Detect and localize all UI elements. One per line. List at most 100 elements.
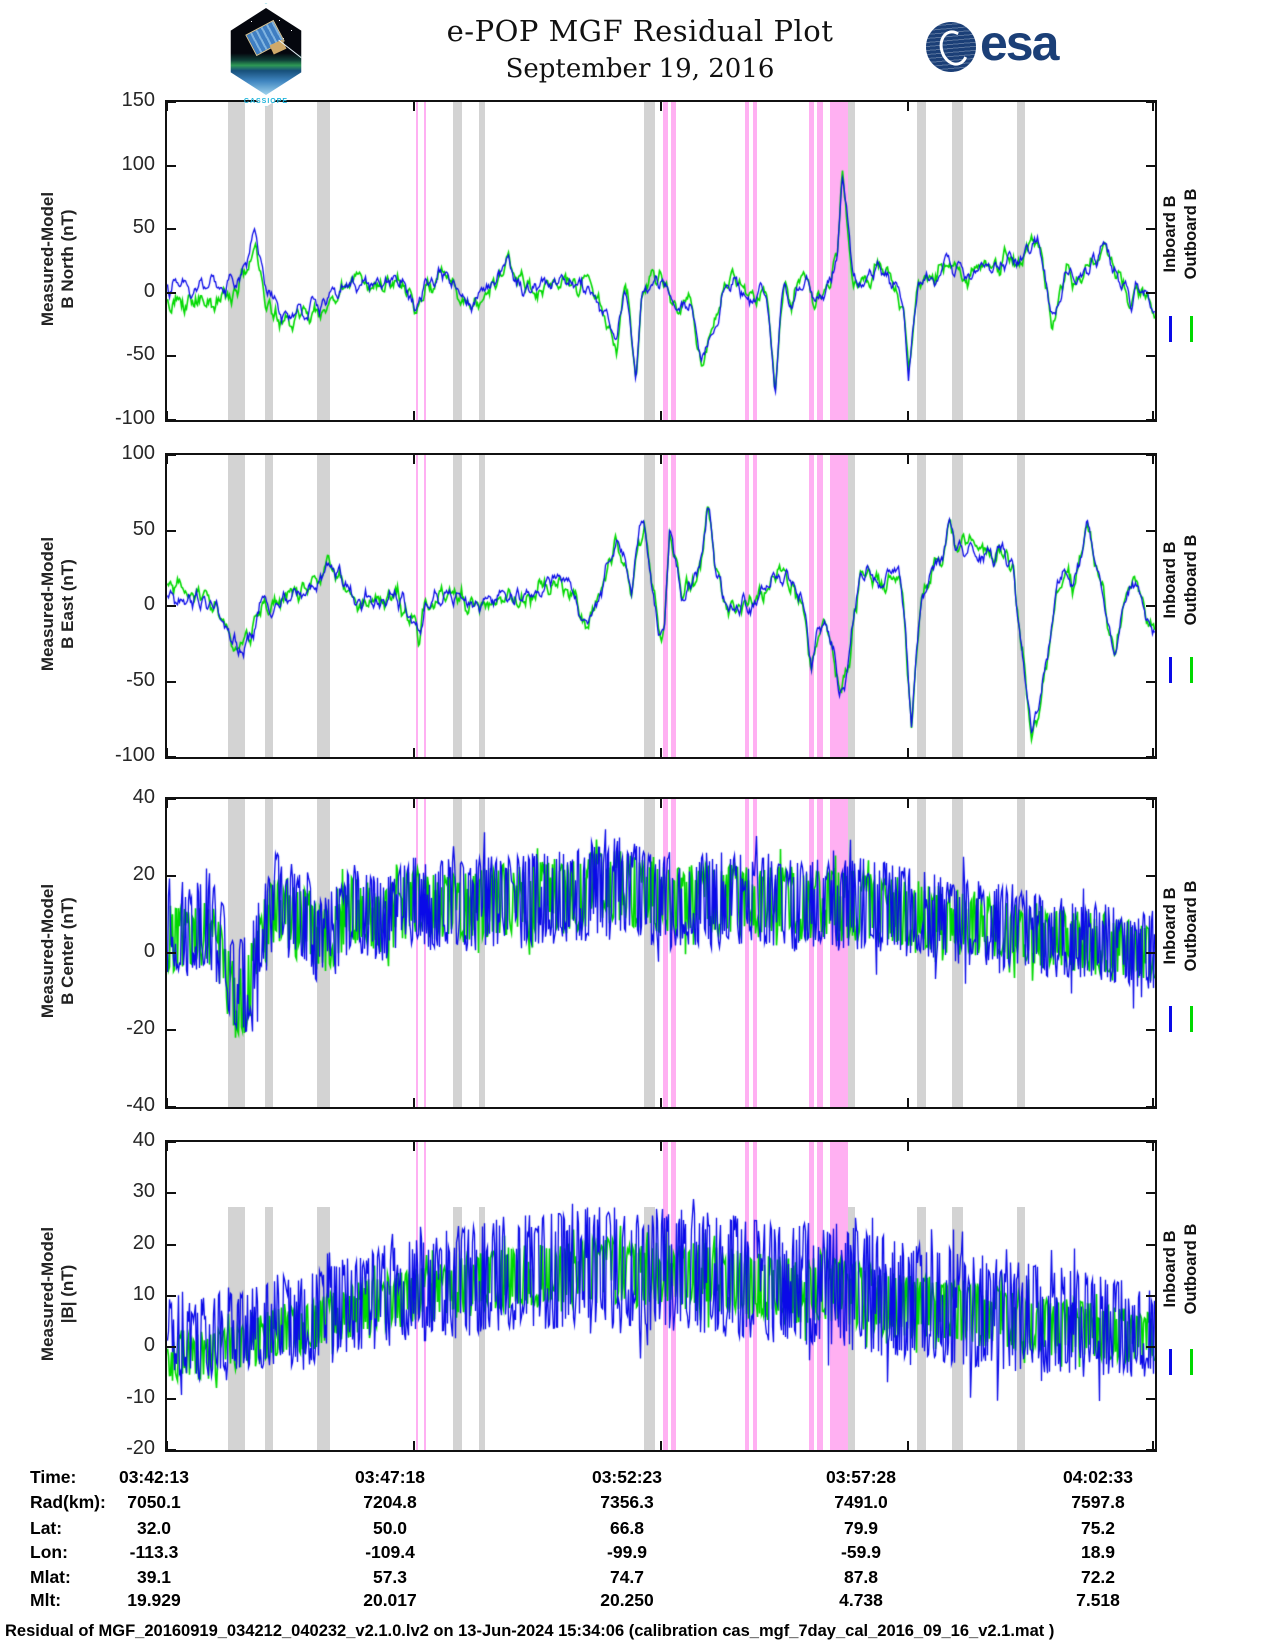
axis-tick [660, 1441, 662, 1450]
y-tick-label: -20 [126, 1017, 155, 1039]
axis-tick [1146, 680, 1155, 683]
axis-tick [907, 1098, 909, 1107]
legend-outboard-swatch [1190, 1005, 1193, 1032]
axis-tick [413, 1441, 415, 1450]
y-tick-label: 0 [143, 279, 155, 302]
table-cell: -109.4 [365, 1542, 415, 1562]
y-tick-label: -50 [126, 343, 155, 366]
axis-tick [166, 455, 168, 464]
legend-inboard-swatch [1169, 1348, 1172, 1375]
axis-tick [907, 1142, 909, 1151]
table-row: Mlat: 39.1 57.3 74.7 87.8 72.2 [0, 1567, 1275, 1591]
y-tick-label: -100 [114, 407, 155, 429]
axis-tick [167, 1141, 176, 1143]
legend-outboard-swatch [1190, 315, 1193, 342]
table-cell: 87.8 [843, 1567, 879, 1587]
axis-tick [166, 1441, 168, 1450]
axis-tick [1146, 291, 1155, 294]
table-cell: 7204.8 [363, 1492, 417, 1512]
y-tick-label: 20 [132, 863, 155, 885]
axis-tick [1146, 529, 1155, 532]
table-row: Lon: -113.3 -109.4 -99.9 -59.9 18.9 [0, 1542, 1275, 1566]
axis-tick [1146, 419, 1155, 421]
axis-tick [167, 228, 176, 231]
esa-logo-icon: esa [926, 15, 1059, 74]
axis-tick [907, 102, 909, 111]
legend-outboard-swatch [1190, 657, 1193, 684]
table-cell: 7.518 [1076, 1590, 1120, 1610]
axis-tick [167, 1029, 176, 1031]
axis-tick [167, 101, 176, 103]
table-row: Time: 03:42:13 03:47:18 03:52:23 03:57:28 04:… [0, 1467, 1275, 1491]
axis-tick [1146, 1295, 1155, 1297]
table-row-label: Lat: [30, 1518, 63, 1538]
table-row: Rad(km): 7050.1 7204.8 7356.3 7491.0 7597.8 [0, 1492, 1275, 1516]
y-tick-label: 0 [143, 593, 155, 615]
axis-tick [660, 799, 662, 808]
y-tick-label: 50 [132, 216, 155, 239]
table-cell: 7356.3 [600, 1492, 654, 1512]
residual-trace-canvas [167, 455, 1155, 757]
table-cell: 4.738 [839, 1590, 883, 1610]
axis-tick [1152, 455, 1154, 464]
table-cell: -59.9 [841, 1542, 881, 1562]
axis-tick [1152, 748, 1154, 757]
axis-tick [1146, 756, 1155, 758]
axis-tick [907, 799, 909, 808]
axis-tick [1146, 798, 1155, 800]
axis-tick [1146, 605, 1155, 607]
axis-tick [167, 454, 176, 456]
table-cell: 66.8 [609, 1518, 645, 1538]
axis-tick [167, 798, 176, 800]
axis-tick [166, 799, 168, 808]
legend-outboard-swatch [1190, 1348, 1193, 1375]
axis-tick [1146, 1106, 1155, 1108]
table-cell: 20.250 [600, 1590, 654, 1610]
table-cell: 18.9 [1080, 1542, 1116, 1562]
axis-tick [413, 799, 415, 808]
table-cell: 57.3 [372, 1567, 408, 1587]
y-tick-label: 100 [121, 152, 155, 175]
table-cell: 7491.0 [834, 1492, 888, 1512]
axis-tick [167, 355, 176, 358]
y-tick-label: -10 [126, 1385, 155, 1408]
axis-tick [166, 102, 168, 111]
residual-trace-canvas [167, 799, 1155, 1107]
residual-trace-canvas [167, 102, 1155, 420]
axis-tick [660, 1142, 662, 1151]
legend-inboard-swatch [1169, 657, 1172, 684]
axis-tick [413, 455, 415, 464]
y-tick-label: 20 [132, 1231, 155, 1254]
axis-tick [1146, 1243, 1155, 1246]
table-row-label: Mlat: [30, 1567, 71, 1587]
y-tick-label: 150 [121, 89, 155, 111]
axis-tick [907, 1441, 909, 1450]
y-tick-label: 100 [121, 442, 155, 464]
axis-tick [167, 1346, 176, 1349]
axis-tick [660, 1098, 662, 1107]
axis-tick [1146, 952, 1155, 954]
axis-tick [167, 1449, 176, 1451]
table-cell: 7050.1 [127, 1492, 181, 1512]
axis-tick [166, 1098, 168, 1107]
axis-tick [167, 952, 176, 954]
patch-label: CASSIOPE [243, 98, 289, 105]
axis-tick [907, 411, 909, 420]
table-row: Mlt: 19.929 20.017 20.250 4.738 7.518 [0, 1590, 1275, 1614]
axis-tick [413, 1098, 415, 1107]
esa-globe-e-icon [935, 26, 973, 70]
legend-inboard-swatch [1169, 315, 1172, 342]
esa-globe-icon [926, 22, 976, 72]
table-row-label: Rad(km): [30, 1492, 106, 1512]
axis-tick [167, 1192, 176, 1195]
axis-tick [167, 1295, 176, 1297]
axis-tick [166, 1142, 168, 1151]
table-cell: 03:52:23 [591, 1467, 663, 1487]
axis-tick [1146, 164, 1155, 167]
axis-tick [167, 1106, 176, 1108]
axis-tick [1152, 799, 1154, 808]
axis-tick [167, 756, 176, 758]
table-cell: -99.9 [607, 1542, 647, 1562]
axis-tick [1146, 875, 1155, 877]
axis-tick [1152, 1098, 1154, 1107]
